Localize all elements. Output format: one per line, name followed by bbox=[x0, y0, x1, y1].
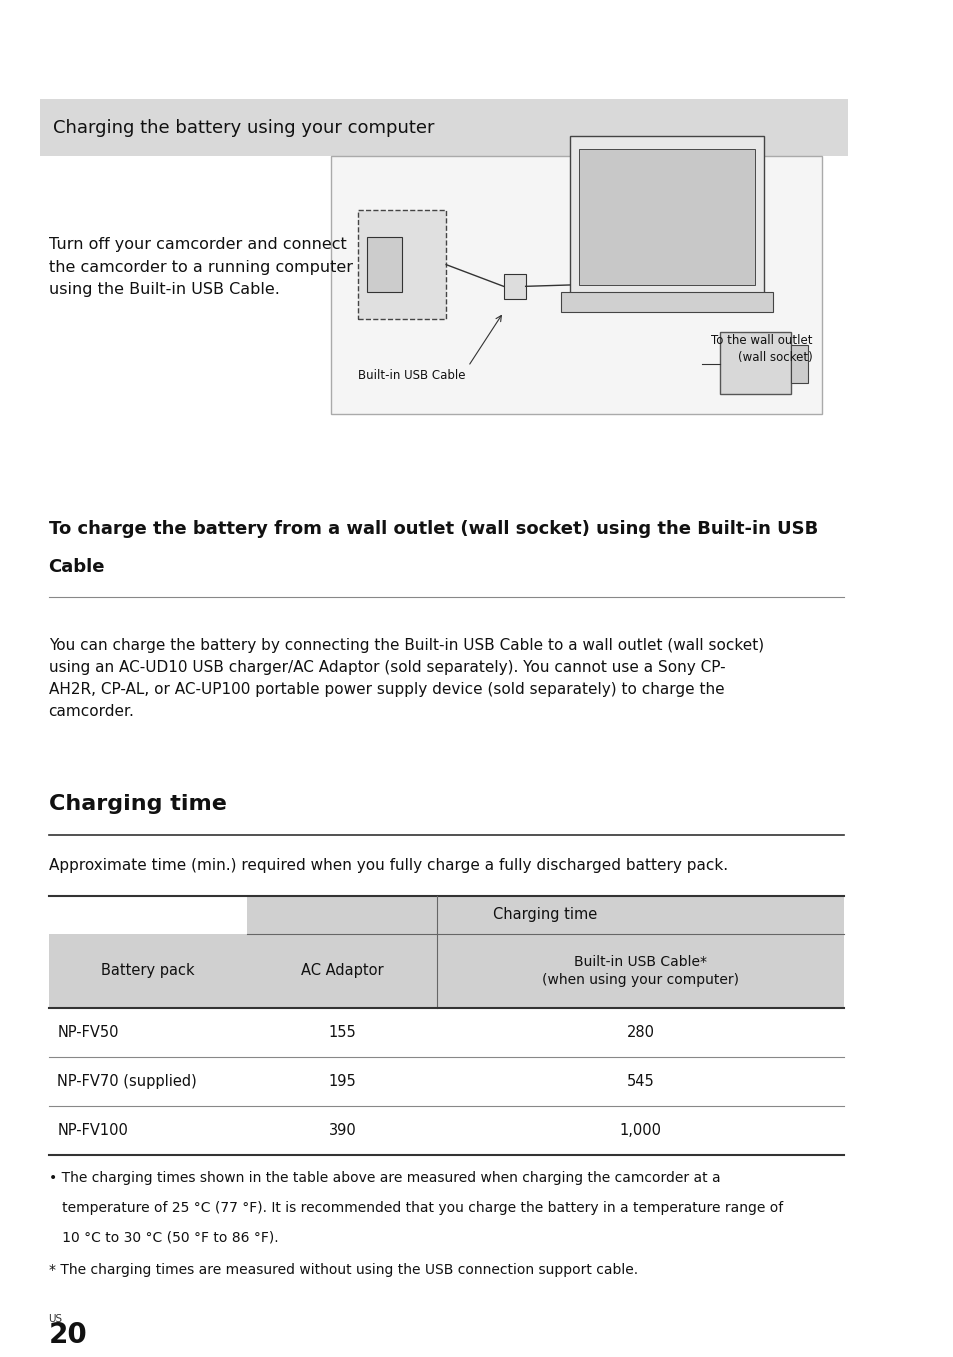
Text: Cable: Cable bbox=[49, 558, 105, 575]
FancyBboxPatch shape bbox=[331, 156, 821, 414]
Text: 390: 390 bbox=[328, 1122, 355, 1139]
Text: To the wall outlet
(wall socket): To the wall outlet (wall socket) bbox=[711, 334, 812, 364]
Bar bbox=[578, 149, 755, 285]
Bar bbox=[569, 136, 763, 299]
Text: Charging the battery using your computer: Charging the battery using your computer bbox=[53, 118, 434, 137]
Text: Turn off your camcorder and connect
the camcorder to a running computer
using th: Turn off your camcorder and connect the … bbox=[49, 237, 353, 297]
Bar bbox=[503, 274, 525, 299]
Text: NP-FV70 (supplied): NP-FV70 (supplied) bbox=[57, 1073, 197, 1090]
Text: NP-FV100: NP-FV100 bbox=[57, 1122, 128, 1139]
Text: Approximate time (min.) required when you fully charge a fully discharged batter: Approximate time (min.) required when yo… bbox=[49, 858, 727, 873]
FancyBboxPatch shape bbox=[49, 934, 842, 1008]
Text: Charging time: Charging time bbox=[493, 906, 597, 923]
Text: AC Adaptor: AC Adaptor bbox=[301, 963, 383, 978]
Text: NP-FV50: NP-FV50 bbox=[57, 1025, 119, 1041]
Text: US: US bbox=[49, 1315, 63, 1324]
Text: * The charging times are measured without using the USB connection support cable: * The charging times are measured withou… bbox=[49, 1263, 637, 1277]
Text: Built-in USB Cable: Built-in USB Cable bbox=[357, 369, 465, 383]
Text: 195: 195 bbox=[328, 1073, 355, 1090]
Bar bbox=[560, 292, 772, 312]
Text: You can charge the battery by connecting the Built-in USB Cable to a wall outlet: You can charge the battery by connecting… bbox=[49, 638, 763, 719]
Bar bbox=[366, 237, 401, 292]
Text: 545: 545 bbox=[626, 1073, 654, 1090]
Text: 155: 155 bbox=[328, 1025, 355, 1041]
Text: To charge the battery from a wall outlet (wall socket) using the Built-in USB: To charge the battery from a wall outlet… bbox=[49, 520, 817, 537]
Bar bbox=[720, 332, 790, 394]
Text: 1,000: 1,000 bbox=[618, 1122, 660, 1139]
Text: Battery pack: Battery pack bbox=[101, 963, 194, 978]
Text: 20: 20 bbox=[49, 1320, 88, 1349]
Text: 280: 280 bbox=[626, 1025, 654, 1041]
Text: 10 °C to 30 °C (50 °F to 86 °F).: 10 °C to 30 °C (50 °F to 86 °F). bbox=[49, 1231, 278, 1244]
Text: Built-in USB Cable*
(when using your computer): Built-in USB Cable* (when using your com… bbox=[541, 955, 739, 987]
FancyBboxPatch shape bbox=[40, 99, 847, 156]
Text: • The charging times shown in the table above are measured when charging the cam: • The charging times shown in the table … bbox=[49, 1171, 720, 1185]
Bar bbox=[790, 345, 807, 383]
Text: temperature of 25 °C (77 °F). It is recommended that you charge the battery in a: temperature of 25 °C (77 °F). It is reco… bbox=[49, 1201, 782, 1215]
FancyBboxPatch shape bbox=[247, 896, 842, 934]
Bar bbox=[357, 210, 446, 319]
Text: Charging time: Charging time bbox=[49, 794, 226, 814]
